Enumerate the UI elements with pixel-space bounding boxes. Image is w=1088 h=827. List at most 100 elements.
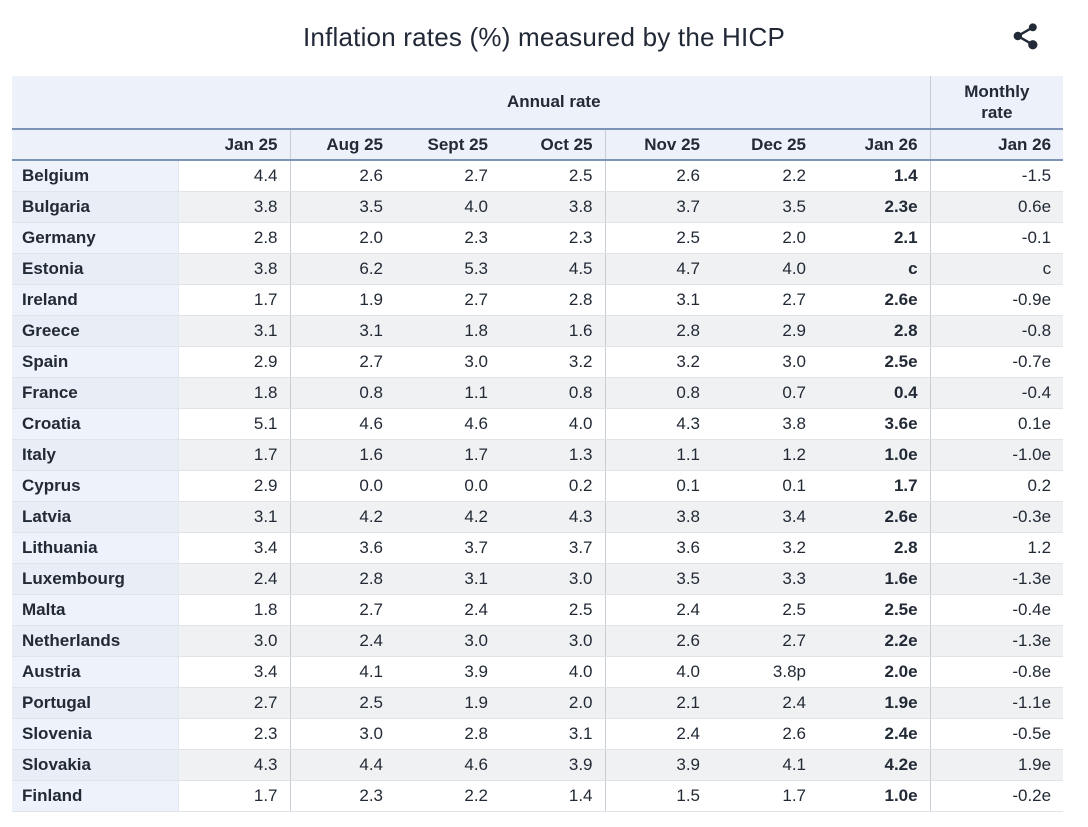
annual-value: 1.6e [818,563,931,595]
annual-value: 4.2e [818,749,931,781]
annual-value: 3.0 [712,346,818,378]
annual-value: 4.0 [500,408,605,440]
annual-value: 2.2e [818,625,931,657]
annual-value: 2.6 [289,160,395,192]
annual-value: 4.3 [177,749,290,781]
column-header-sept25: Sept 25 [395,129,500,161]
annual-value: 2.5 [289,687,395,719]
annual-value: 3.1 [289,315,395,347]
country-label: Latvia [12,501,178,533]
country-label: Malta [12,594,178,626]
monthly-value: -1.0e [929,439,1064,471]
annual-value: c [818,253,931,285]
annual-value: 3.4 [177,656,290,688]
annual-value: 1.7 [177,284,290,316]
table-row: Ireland 1.7 1.9 2.7 2.8 3.1 2.7 2.6e -0.9e [12,284,1064,316]
annual-value: 1.9 [289,284,395,316]
monthly-rate-header: Monthly rate [929,76,1064,130]
table-row: Bulgaria 3.8 3.5 4.0 3.8 3.7 3.5 2.3e 0.6e [12,191,1064,223]
annual-value: 1.8 [177,377,290,409]
country-label: Portugal [12,687,178,719]
annual-value: 2.9 [177,346,290,378]
annual-value: 2.7 [177,687,290,719]
annual-value: 2.5e [818,346,931,378]
country-label: Greece [12,315,178,347]
table-row: Netherlands 3.0 2.4 3.0 3.0 2.6 2.7 2.2e -1.3e [12,625,1064,657]
column-header-nov25: Nov 25 [604,129,712,161]
annual-value: 1.2 [712,439,818,471]
monthly-value: -1.3e [929,563,1064,595]
annual-value: 4.3 [604,408,712,440]
column-header-monthly-jan26: Jan 26 [929,129,1064,161]
annual-value: 2.4 [604,718,712,750]
annual-value: 0.2 [500,470,605,502]
annual-value: 2.0 [500,687,605,719]
annual-value: 3.6 [289,532,395,564]
annual-value: 2.8 [818,315,931,347]
annual-value: 3.9 [500,749,605,781]
annual-value: 3.1 [177,315,290,347]
annual-value: 3.1 [177,501,290,533]
annual-value: 1.7 [712,780,818,812]
monthly-value: -0.8e [929,656,1064,688]
annual-value: 2.3 [395,222,500,254]
table-row: Croatia 5.1 4.6 4.6 4.0 4.3 3.8 3.6e 0.1e [12,408,1064,440]
annual-value: 2.0 [289,222,395,254]
corner-cell [12,76,178,130]
annual-value: 0.7 [712,377,818,409]
monthly-value: -0.3e [929,501,1064,533]
country-label: Slovenia [12,718,178,750]
column-header-jan25: Jan 25 [178,129,290,161]
annual-value: 3.8 [177,191,290,223]
country-label: Germany [12,222,178,254]
annual-value: 4.4 [177,160,290,192]
annual-value: 1.7 [177,780,290,812]
annual-value: 4.6 [289,408,395,440]
monthly-value: -0.2e [929,780,1064,812]
table-row: Malta 1.8 2.7 2.4 2.5 2.4 2.5 2.5e -0.4e [12,594,1064,626]
table-row: Italy 1.7 1.6 1.7 1.3 1.1 1.2 1.0e -1.0e [12,439,1064,471]
annual-value: 3.8 [604,501,712,533]
monthly-value: c [929,253,1064,285]
annual-value: 0.8 [604,377,712,409]
annual-value: 2.4 [604,594,712,626]
annual-value: 2.4 [177,563,290,595]
inflation-table: Annual rate Monthly rate Jan 25 Aug 25 S… [12,76,1064,812]
annual-value: 3.7 [395,532,500,564]
annual-value: 3.1 [604,284,712,316]
annual-value: 2.4 [289,625,395,657]
annual-value: 4.1 [712,749,818,781]
country-label: Austria [12,656,178,688]
annual-value: 2.4 [712,687,818,719]
column-header-dec25: Dec 25 [712,129,818,161]
annual-value: 2.5 [500,160,605,192]
annual-value: 2.3e [818,191,931,223]
country-label: Finland [12,780,178,812]
annual-value: 1.3 [500,439,605,471]
annual-value: 4.3 [500,501,605,533]
annual-value: 2.1 [818,222,931,254]
table-row: Latvia 3.1 4.2 4.2 4.3 3.8 3.4 2.6e -0.3e [12,501,1064,533]
share-icon [1009,21,1043,51]
table-row: Austria 3.4 4.1 3.9 4.0 4.0 3.8p 2.0e -0.8e [12,656,1064,688]
annual-value: 3.2 [712,532,818,564]
share-button[interactable] [1008,20,1044,52]
annual-value: 3.0 [500,625,605,657]
monthly-value: -0.1 [929,222,1064,254]
annual-value: 2.6e [818,284,931,316]
annual-value: 4.4 [289,749,395,781]
annual-value: 2.7 [395,284,500,316]
monthly-value: -0.4 [929,377,1064,409]
country-label: Belgium [12,160,178,192]
monthly-value: -0.7e [929,346,1064,378]
country-label: Luxembourg [12,563,178,595]
annual-value: 4.7 [604,253,712,285]
annual-value: 0.0 [395,470,500,502]
annual-value: 5.1 [177,408,290,440]
country-label: Spain [12,346,178,378]
annual-value: 0.8 [500,377,605,409]
annual-value: 3.9 [604,749,712,781]
annual-value: 4.0 [395,191,500,223]
annual-value: 6.2 [289,253,395,285]
annual-value: 3.7 [604,191,712,223]
